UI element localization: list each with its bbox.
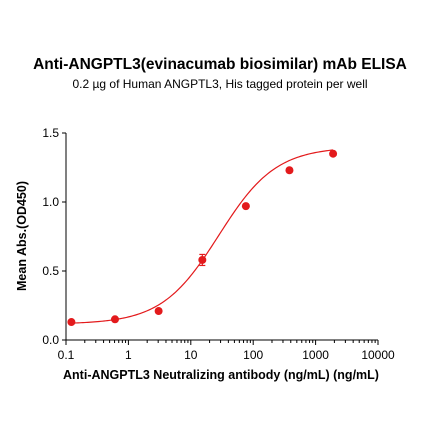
data-point (329, 149, 338, 158)
y-tick-label: 1.5 (42, 126, 59, 140)
chart-subtitle: 0.2 µg of Human ANGPTL3, His tagged prot… (72, 77, 368, 91)
plot-area: 0.0 0.5 1.0 1.5 0.1 1 10 100 1000 10000 (42, 126, 395, 362)
data-point (111, 315, 120, 324)
data-point (241, 202, 250, 211)
y-tick-label: 0.0 (42, 333, 59, 347)
chart-title: Anti-ANGPTL3(evinacumab biosimilar) mAb … (33, 56, 407, 73)
data-points (67, 149, 338, 327)
y-tick-label: 0.5 (42, 264, 59, 278)
x-tick-label: 0.1 (58, 348, 75, 362)
y-tick-label: 1.0 (42, 195, 59, 209)
x-tick-label: 1000 (302, 348, 329, 362)
data-point (154, 307, 163, 316)
x-tick-label: 1 (125, 348, 132, 362)
x-ticks: 0.1 1 10 100 1000 10000 (58, 340, 395, 362)
fit-curve (71, 149, 334, 324)
data-point (285, 166, 294, 175)
y-axis-title: Mean Abs.(OD450) (15, 181, 29, 291)
data-point (198, 255, 207, 264)
data-point (67, 318, 76, 327)
x-axis-title: Anti-ANGPTL3 Neutralizing antibody (ng/m… (63, 368, 379, 382)
x-tick-label: 10000 (361, 348, 395, 362)
x-tick-label: 100 (243, 348, 263, 362)
y-ticks: 0.0 0.5 1.0 1.5 (42, 126, 66, 347)
x-tick-label: 10 (184, 348, 198, 362)
